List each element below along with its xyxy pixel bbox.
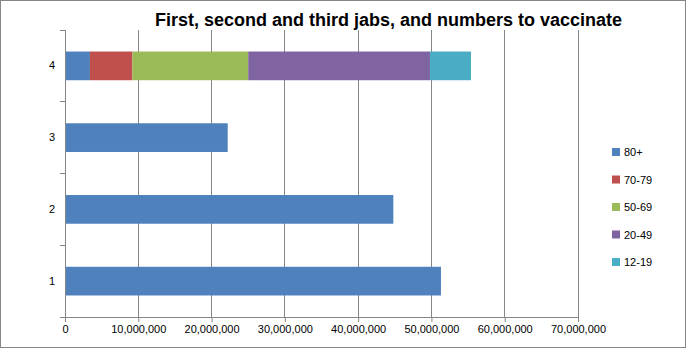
legend-swatch [612, 258, 620, 266]
legend-item: 80+ [612, 146, 643, 158]
x-axis: 0 10,000,000 20,000,000 30,000,000 40,000,00… [62, 317, 606, 335]
tick-label: 2 [49, 203, 55, 215]
tick: 4 [49, 59, 55, 71]
legend-label: 50-69 [624, 201, 652, 213]
tick-mark [431, 317, 432, 322]
tick: 40,000,000 [331, 317, 386, 335]
legend-swatch [612, 203, 620, 211]
legend-item: 20-49 [612, 229, 652, 241]
bar [90, 52, 133, 81]
tick-mark [138, 317, 139, 322]
tick-mark [285, 317, 286, 322]
category-tick [60, 245, 65, 246]
tick-label: 10,000,000 [111, 323, 166, 335]
plot: 0 10,000,000 20,000,000 30,000,000 40,000,00… [49, 30, 606, 335]
tick: 70,000,000 [551, 317, 606, 335]
tick: 20,000,000 [185, 317, 240, 335]
tick-mark [505, 317, 506, 322]
tick-label: 0 [62, 323, 68, 335]
tick-label: 30,000,000 [258, 323, 313, 335]
category-tick [60, 30, 65, 31]
bar [132, 52, 248, 81]
tick-label: 4 [49, 59, 55, 71]
tick-mark [578, 317, 579, 322]
tick: 1 [49, 275, 55, 287]
tick-mark [212, 317, 213, 322]
bar [65, 195, 393, 224]
tick-label: 60,000,000 [478, 323, 533, 335]
tick: 60,000,000 [478, 317, 533, 335]
legend-swatch [612, 148, 620, 156]
bar [65, 52, 90, 81]
tick-mark [358, 317, 359, 322]
axis-line [66, 318, 579, 323]
bar [65, 123, 228, 152]
legend-swatch [612, 231, 620, 239]
tick: 50,000,000 [404, 317, 459, 335]
category-tick [60, 101, 65, 102]
category-separators [60, 30, 65, 317]
chart-frame [1, 1, 686, 348]
tick: 2 [49, 203, 55, 215]
grid-line [504, 30, 505, 317]
tick: 10,000,000 [111, 317, 166, 335]
grid [65, 30, 578, 317]
tick-label: 20,000,000 [185, 323, 240, 335]
category-tick [60, 317, 65, 318]
tick-label: 3 [49, 131, 55, 143]
y-axis: 1 2 3 4 [49, 31, 66, 318]
legend-item: 50-69 [612, 201, 652, 213]
tick: 3 [49, 131, 55, 143]
legend: 80+ 70-79 50-69 20-49 12-19 [612, 146, 652, 268]
legend-label: 20-49 [624, 229, 652, 241]
axis-line [65, 31, 66, 318]
bar [430, 52, 471, 81]
bars [65, 52, 471, 296]
legend-label: 80+ [624, 146, 643, 158]
tick-label: 50,000,000 [404, 323, 459, 335]
tick: 30,000,000 [258, 317, 313, 335]
tick-label: 70,000,000 [551, 323, 606, 335]
tick-mark [65, 317, 66, 322]
tick: 0 [62, 317, 68, 335]
chart: 0 10,000,000 20,000,000 30,000,000 40,000,00… [0, 0, 686, 348]
bar [65, 267, 441, 296]
legend-item: 12-19 [612, 256, 652, 268]
legend-label: 70-79 [624, 174, 652, 186]
bar [248, 52, 430, 81]
grid-line [578, 30, 579, 317]
title: First, second and third jabs, and number… [155, 10, 622, 30]
category-tick [60, 173, 65, 174]
tick-label: 40,000,000 [331, 323, 386, 335]
legend-swatch [612, 176, 620, 184]
tick-label: 1 [49, 275, 55, 287]
legend-item: 70-79 [612, 174, 652, 186]
legend-label: 12-19 [624, 256, 652, 268]
